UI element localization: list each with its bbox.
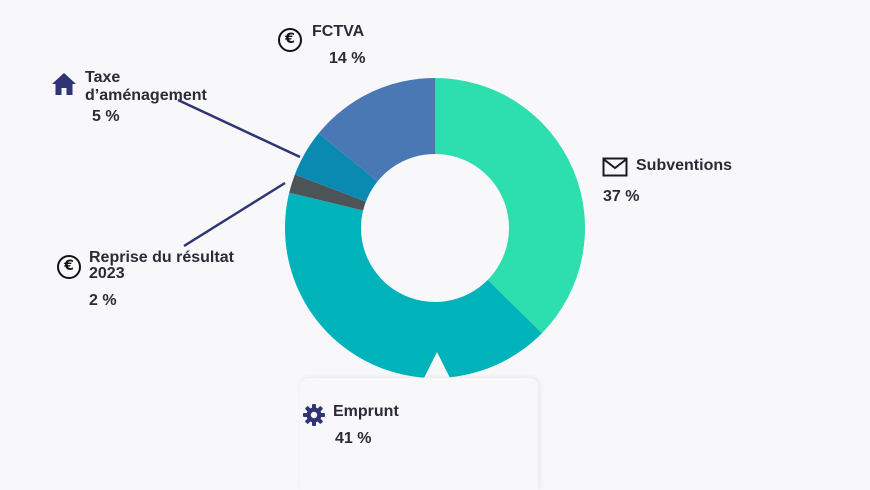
leader-line-reprise [183,181,286,248]
envelope-icon [602,157,628,177]
slice-fctva[interactable] [318,78,435,182]
home-icon [52,73,76,95]
label-fctva-name: FCTVA [312,23,365,40]
euro-icon: € [278,28,302,52]
label-emprunt: Emprunt 41 % [333,404,399,448]
slice-emprunt[interactable] [285,192,542,378]
donut-slices [285,78,585,378]
label-emprunt-pct: 41 % [335,430,372,447]
tooltip-card [300,378,538,490]
label-subventions-pct: 37 % [603,188,640,205]
slice-subventions[interactable] [435,78,585,334]
gear-icon [303,404,325,426]
label-taxe: Taxe d’aménagement 5 % [85,70,207,126]
label-subventions: Subventions [636,158,732,174]
label-taxe-name-1: Taxe [85,69,121,86]
label-emprunt-name: Emprunt [333,403,399,420]
label-reprise: Reprise du résultat 2023 2 % [89,250,234,310]
tooltip-arrow [423,352,451,380]
label-subventions-pct-wrap: 37 % [603,178,639,206]
leader-line-taxe [177,98,301,159]
label-fctva: FCTVA 14 % [312,24,365,68]
slice-taxe-d-am-nagement[interactable] [294,133,378,202]
label-reprise-name-1: Reprise du résultat [89,249,234,266]
label-reprise-pct: 2 % [89,292,117,309]
label-reprise-name-2: 2023 [89,265,125,282]
label-fctva-pct: 14 % [329,50,366,67]
euro-icon: € [57,255,81,279]
label-taxe-pct: 5 % [92,108,120,125]
label-taxe-name-2: d’aménagement [85,87,207,104]
label-subventions-name: Subventions [636,157,733,174]
slice-reprise-du-r-sultat-2023[interactable] [289,174,366,211]
